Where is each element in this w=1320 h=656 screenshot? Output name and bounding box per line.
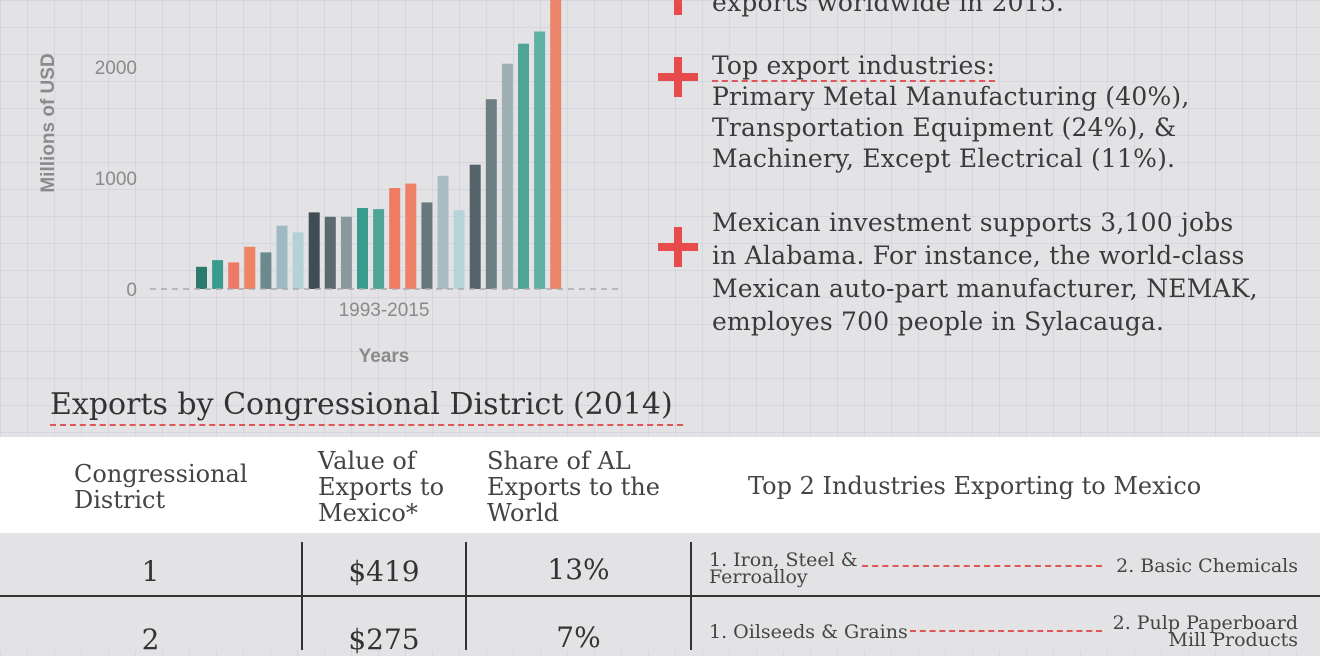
table-header: Congressional District Value of Exports to… [0, 437, 1320, 533]
share-cell: 13% [547, 553, 610, 586]
industry-line: Machinery, Except Electrical (11%). [712, 144, 1176, 173]
bar-1996 [244, 246, 256, 289]
partial-top-text: exports worldwide in 2015. [712, 0, 1065, 17]
y-tick-2000: 2000 [95, 58, 137, 79]
bar-1993 [196, 266, 207, 289]
bar-2001 [324, 216, 336, 289]
bar-2003 [357, 208, 368, 289]
value-cell: $419 [348, 555, 420, 588]
header-share: Share of AL Exports to the World [487, 447, 660, 527]
share-cell: 7% [556, 621, 601, 654]
exports-bar-chart: 2000 1000 0 1993-2015 Years Millions of … [38, 0, 622, 367]
industry-2: 2. Pulp Paperboard Mill Products [1112, 612, 1298, 651]
divider [301, 597, 303, 650]
plus-icon [658, 57, 698, 97]
header-district: Congressional District [74, 460, 248, 514]
bar-1999 [292, 232, 304, 289]
header-value: Value of Exports to Mexico* [318, 447, 445, 527]
jobs-line: Mexican auto-part manufacturer, NEMAK, [712, 274, 1258, 303]
industry-connector [862, 565, 1102, 567]
bar-2008 [437, 175, 449, 289]
jobs-line: Mexican investment supports 3,100 jobs [712, 208, 1234, 237]
jobs-block: Mexican investment supports 3,100 jobs i… [712, 206, 1258, 338]
bar-2000 [308, 212, 320, 289]
bar-1997 [260, 252, 272, 289]
divider [690, 542, 692, 595]
bar-2005 [389, 188, 401, 289]
bars-group [196, 0, 562, 290]
divider [465, 542, 467, 595]
divider [465, 597, 467, 650]
bar-2007 [421, 202, 433, 289]
y-tick-1000: 1000 [95, 169, 137, 190]
bar-2015 [550, 0, 562, 290]
bar-2013 [518, 43, 529, 290]
industry-1: 1. Oilseeds & Grains [709, 621, 908, 643]
plus-icon [658, 0, 698, 15]
industry-connector [910, 630, 1102, 632]
y-axis-title: Millions of USD [38, 53, 59, 192]
bar-1994 [212, 260, 224, 289]
industry-line: Primary Metal Manufacturing (40%), [712, 82, 1190, 111]
x-tick-label: 1993-2015 [339, 300, 430, 321]
bar-2012 [501, 63, 513, 290]
industry-2: 2. Basic Chemicals [1116, 555, 1298, 577]
district-cell: 1 [141, 555, 160, 588]
divider [301, 542, 303, 595]
bar-2002 [340, 216, 352, 289]
header-industries: Top 2 Industries Exporting to Mexico [748, 472, 1202, 500]
industries-block: Top export industries: Primary Metal Man… [712, 50, 1190, 174]
y-tick-0: 0 [126, 280, 137, 301]
jobs-line: in Alabama. For instance, the world-clas… [712, 241, 1245, 270]
table-row: 2 $275 7% 1. Oilseeds & Grains 2. Pulp P… [0, 597, 1320, 656]
x-axis-title: Years [359, 346, 410, 367]
industry-1: 1. Iron, Steel & Ferroalloy [709, 549, 858, 588]
divider [690, 597, 692, 650]
industries-heading: Top export industries: [712, 51, 996, 82]
bar-1995 [228, 262, 240, 289]
bar-1998 [276, 225, 288, 289]
value-cell: $275 [348, 623, 420, 656]
bar-2009 [453, 210, 465, 289]
district-cell: 2 [141, 623, 160, 656]
section-title: Exports by Congressional District (2014) [50, 386, 683, 426]
bar-2011 [485, 99, 497, 289]
bar-2004 [373, 209, 385, 289]
bar-2010 [469, 164, 481, 289]
bar-2014 [534, 31, 546, 289]
table-row: 1 $419 13% 1. Iron, Steel & Ferroalloy 2.… [0, 533, 1320, 595]
jobs-line: employes 700 people in Sylacauga. [712, 307, 1165, 336]
industry-line: Transportation Equipment (24%), & [712, 113, 1177, 142]
plus-icon [658, 227, 698, 267]
row-border [0, 595, 1320, 597]
bar-2006 [405, 183, 417, 290]
